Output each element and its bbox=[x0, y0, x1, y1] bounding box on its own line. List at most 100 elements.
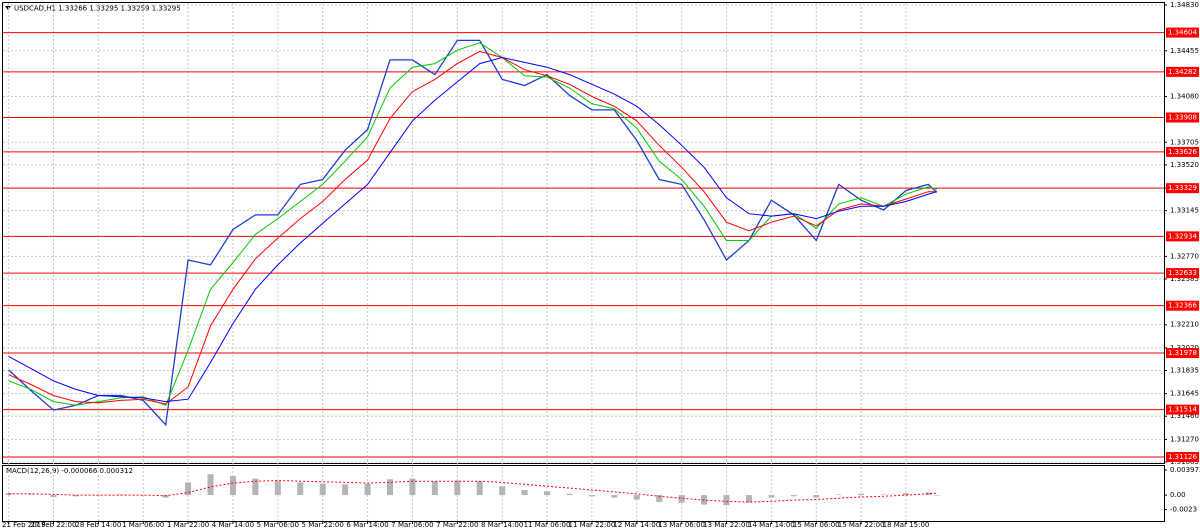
macd-bar bbox=[633, 495, 640, 500]
y-tick-label: 0.00 bbox=[1170, 491, 1186, 499]
x-tick-label: 18 Mar 15:00 bbox=[883, 521, 930, 529]
y-tick-label: 1.32210 bbox=[1170, 321, 1199, 329]
y-tick-label: -0.0023 bbox=[1170, 506, 1197, 514]
x-tick-label: 27 Feb 22:00 bbox=[31, 521, 77, 529]
level-label: 1.31978 bbox=[1168, 349, 1197, 357]
macd-frame bbox=[2, 465, 1165, 522]
macd-bar bbox=[28, 494, 35, 496]
y-tick-label: 1.31460 bbox=[1170, 412, 1199, 420]
macd-bar bbox=[611, 495, 618, 498]
macd-bar bbox=[813, 495, 820, 498]
y-tick-label: 1.32020 bbox=[1170, 344, 1199, 352]
level-tag bbox=[1166, 183, 1199, 194]
x-tick-label: 6 Mar 14:00 bbox=[346, 521, 388, 529]
level-tag bbox=[1166, 300, 1199, 311]
macd-bar bbox=[72, 495, 79, 497]
y-tick-label: 1.34080 bbox=[1170, 93, 1199, 101]
macd-bar bbox=[835, 494, 842, 496]
macd-bar bbox=[387, 479, 393, 496]
y-tick-label: 1.32585 bbox=[1170, 275, 1199, 283]
y-tick-label: 1.31835 bbox=[1170, 366, 1199, 374]
level-tag bbox=[1166, 66, 1199, 77]
macd-bar bbox=[252, 478, 259, 496]
y-tick-label: 0.003973 bbox=[1170, 466, 1200, 474]
level-tag bbox=[1166, 451, 1199, 462]
level-label: 1.32366 bbox=[1168, 302, 1197, 310]
x-tick-label: 7 Mar 22:00 bbox=[436, 521, 478, 529]
macd-bar bbox=[544, 491, 551, 496]
y-tick-label: 1.32770 bbox=[1170, 252, 1199, 260]
x-tick-label: 7 Mar 06:00 bbox=[391, 521, 433, 529]
level-tag bbox=[1166, 146, 1199, 157]
macd-bar bbox=[933, 495, 940, 496]
macd-title: MACD(12,26,9) -0.000066 0.000312 bbox=[6, 467, 133, 475]
macd-bar bbox=[342, 484, 349, 496]
macd-bar bbox=[297, 482, 304, 496]
level-label: 1.34604 bbox=[1168, 29, 1197, 37]
macd-bar bbox=[50, 495, 57, 497]
macd-bar bbox=[678, 495, 685, 503]
level-label: 1.32934 bbox=[1168, 232, 1197, 240]
macd-bar bbox=[903, 493, 909, 496]
level-tag bbox=[1166, 231, 1199, 242]
macd-bar bbox=[476, 481, 483, 496]
level-label: 1.32633 bbox=[1168, 269, 1197, 277]
macd-bar bbox=[566, 493, 573, 496]
level-tag bbox=[1166, 404, 1199, 415]
x-tick-label: 1 Mar 22:00 bbox=[167, 521, 209, 529]
x-tick-label: 12 Mar 14:00 bbox=[613, 521, 660, 529]
level-label: 1.33908 bbox=[1168, 114, 1197, 122]
level-label: 1.33329 bbox=[1168, 184, 1197, 192]
x-tick-label: 13 Mar 06:00 bbox=[658, 521, 705, 529]
macd-bar bbox=[521, 490, 528, 496]
macd-bar bbox=[925, 492, 932, 496]
level-label: 1.31514 bbox=[1168, 406, 1197, 414]
macd-bar bbox=[431, 481, 438, 496]
price-line bbox=[8, 39, 938, 427]
main-frame bbox=[2, 2, 1165, 464]
x-tick-label: 21 Feb 2019 bbox=[2, 521, 46, 529]
moving-average bbox=[8, 56, 937, 403]
level-tag bbox=[1166, 112, 1199, 123]
x-tick-label: 1 Mar 06:00 bbox=[122, 521, 164, 529]
macd-bar bbox=[162, 495, 169, 498]
macd-bar bbox=[274, 481, 281, 496]
moving-average bbox=[8, 50, 937, 405]
x-tick-label: 14 Mar 14:00 bbox=[748, 521, 795, 529]
y-tick-label: 1.34455 bbox=[1170, 47, 1199, 55]
menu-arrow[interactable] bbox=[5, 6, 11, 10]
level-label: 1.34282 bbox=[1168, 68, 1197, 76]
y-tick-label: 1.33145 bbox=[1170, 207, 1199, 215]
x-tick-label: 28 Feb 14:00 bbox=[75, 521, 121, 529]
macd-bar bbox=[656, 495, 663, 503]
y-tick-label: 1.31270 bbox=[1170, 435, 1199, 443]
macd-bar bbox=[409, 478, 416, 496]
x-tick-label: 11 Mar 22:00 bbox=[569, 521, 616, 529]
macd-bar bbox=[319, 483, 326, 496]
x-tick-label: 15 Mar 22:00 bbox=[838, 521, 885, 529]
macd-bar bbox=[499, 486, 506, 496]
macd-bar bbox=[140, 495, 147, 496]
y-tick-label: 1.31645 bbox=[1170, 390, 1199, 398]
x-tick-label: 4 Mar 14:00 bbox=[212, 521, 254, 529]
macd-bar bbox=[229, 476, 236, 496]
level-tag bbox=[1166, 27, 1199, 38]
y-tick-label: 1.33520 bbox=[1170, 161, 1199, 169]
x-tick-label: 11 Mar 06:00 bbox=[524, 521, 571, 529]
macd-bar bbox=[768, 495, 775, 498]
y-tick-label: 1.31085 bbox=[1170, 458, 1199, 466]
x-tick-label: 5 Mar 22:00 bbox=[302, 521, 344, 529]
level-tag bbox=[1166, 348, 1199, 359]
x-tick-label: 8 Mar 14:00 bbox=[481, 521, 523, 529]
macd-bar bbox=[207, 474, 214, 496]
macd-bar bbox=[745, 495, 752, 503]
level-tag bbox=[1166, 268, 1199, 279]
x-tick-label: 15 Mar 06:00 bbox=[793, 521, 840, 529]
macd-bar bbox=[880, 494, 887, 496]
level-label: 1.31126 bbox=[1168, 453, 1197, 461]
x-tick-label: 5 Mar 06:00 bbox=[257, 521, 299, 529]
y-tick-label: 1.33705 bbox=[1170, 138, 1199, 146]
macd-bar bbox=[454, 480, 461, 496]
